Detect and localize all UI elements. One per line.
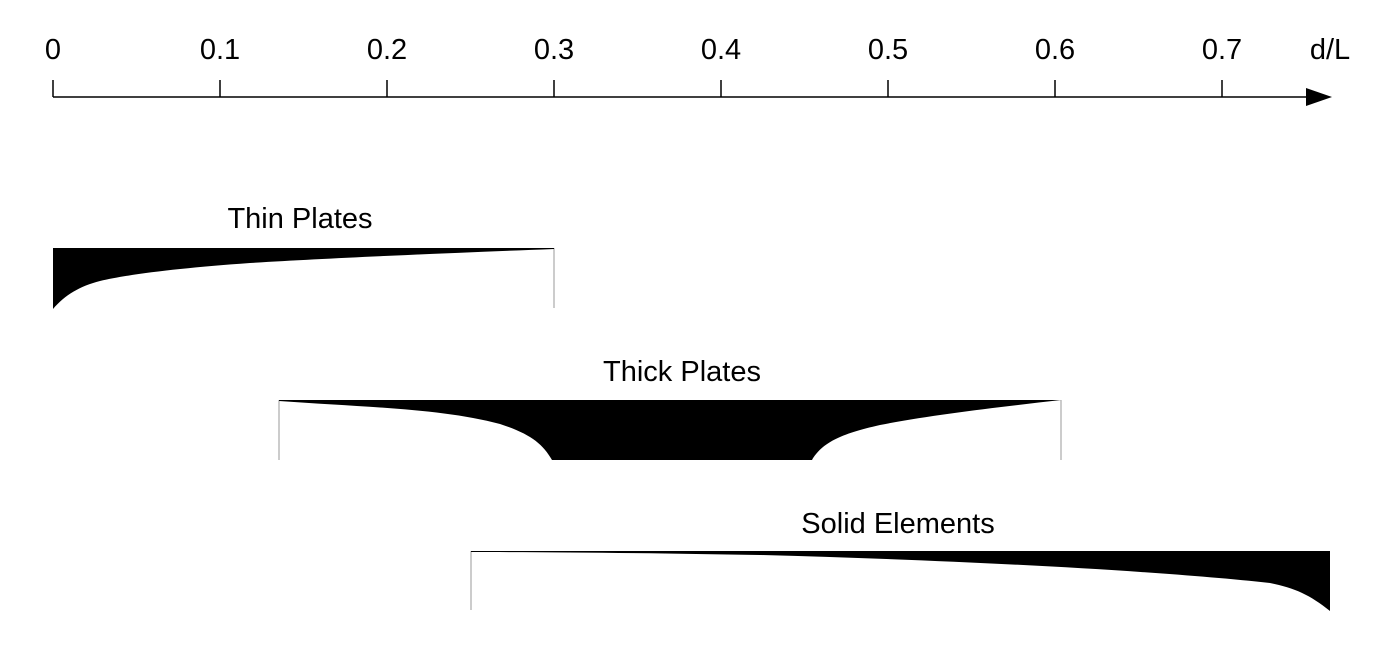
- band-shape: [471, 551, 1330, 611]
- band-shape: [53, 248, 554, 309]
- axis-label: d/L: [1310, 34, 1350, 66]
- axis-tick-label: 0.5: [868, 34, 908, 66]
- band-thick-plates: Thick Plates: [278, 356, 1062, 460]
- axis-tick-label: 0.1: [200, 34, 240, 66]
- axis-tick-label: 0.3: [534, 34, 574, 66]
- axis-tick-label: 0: [45, 34, 61, 66]
- axis: 0 0.1 0.2 0.3 0.4 0.5 0.6 0.7 d/L: [45, 34, 1350, 106]
- band-label-solid-elements: Solid Elements: [801, 508, 994, 540]
- axis-tick-label: 0.4: [701, 34, 741, 66]
- band-shape: [279, 400, 1061, 460]
- axis-tick-label: 0.6: [1035, 34, 1075, 66]
- band-solid-elements: Solid Elements: [470, 508, 1330, 611]
- axis-tick-label: 0.2: [367, 34, 407, 66]
- axis-tick-label: 0.7: [1202, 34, 1242, 66]
- axis-arrow: [1306, 88, 1332, 106]
- band-label-thick-plates: Thick Plates: [603, 356, 761, 388]
- band-thin-plates: Thin Plates: [53, 203, 555, 309]
- band-label-thin-plates: Thin Plates: [227, 203, 372, 235]
